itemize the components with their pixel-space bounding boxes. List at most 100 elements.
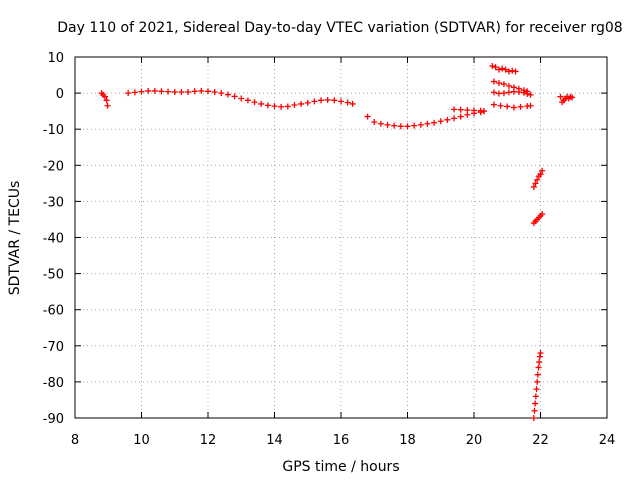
x-tick-label: 12 <box>200 433 217 448</box>
data-point <box>411 122 418 129</box>
y-tick-label: 10 <box>47 51 64 66</box>
data-point <box>527 102 534 109</box>
data-point <box>515 89 522 96</box>
data-point <box>231 93 238 100</box>
y-axis-label: SDTVAR / TECUs <box>7 181 23 296</box>
data-point <box>532 400 539 407</box>
data-point <box>464 107 471 114</box>
x-axis-ticks: 8 10 12 14 16 18 20 22 24 <box>71 57 615 448</box>
y-tick-label: -80 <box>43 376 64 391</box>
series-arc-4 <box>364 108 487 130</box>
data-point <box>527 91 534 98</box>
series-arc-10 <box>530 167 546 190</box>
data-point <box>520 89 527 96</box>
series-arc-11 <box>530 211 546 227</box>
data-point <box>534 371 541 378</box>
x-tick-label: 20 <box>466 433 483 448</box>
y-tick-label: -10 <box>43 123 64 138</box>
data-point <box>510 104 517 111</box>
data-point <box>244 97 251 104</box>
data-point <box>504 103 511 110</box>
y-tick-label: -30 <box>43 195 64 210</box>
data-point <box>532 180 539 187</box>
data-point <box>451 115 458 122</box>
data-point <box>338 98 344 105</box>
data-point <box>534 378 541 385</box>
data-point <box>318 97 325 104</box>
y-tick-label: -40 <box>43 232 64 247</box>
data-point <box>211 89 218 96</box>
grid-lines <box>75 57 607 418</box>
data-point <box>205 88 211 95</box>
y-tick-label: -50 <box>43 268 64 283</box>
x-tick-label: 18 <box>399 433 416 448</box>
data-point <box>331 97 338 104</box>
data-point <box>284 103 291 110</box>
data-point <box>444 116 451 123</box>
data-point <box>500 81 507 88</box>
x-tick-label: 24 <box>599 433 616 448</box>
series-arc-8 <box>490 88 534 98</box>
y-axis-ticks: 10 0 -10 -20 -30 -40 -50 -60 -70 -80 -90 <box>43 51 607 427</box>
data-point <box>490 101 497 108</box>
data-point <box>512 68 519 75</box>
data-point <box>537 171 544 178</box>
data-point <box>371 118 378 125</box>
y-tick-label: -70 <box>43 340 64 355</box>
data-point <box>171 89 178 96</box>
data-point <box>191 88 198 95</box>
data-point <box>471 107 477 114</box>
data-point <box>530 415 537 421</box>
series-arc-2 <box>125 87 238 100</box>
data-point <box>531 407 538 414</box>
data-point <box>291 102 298 109</box>
data-point <box>489 63 496 70</box>
data-point <box>304 99 311 106</box>
data-points <box>98 63 576 421</box>
data-point <box>224 91 231 98</box>
data-point <box>524 90 531 97</box>
data-point <box>131 89 138 96</box>
data-point <box>391 122 398 129</box>
data-point <box>404 123 411 130</box>
x-tick-label: 16 <box>333 433 350 448</box>
x-tick-label: 10 <box>133 433 150 448</box>
data-point <box>536 353 543 360</box>
data-point <box>457 106 464 113</box>
data-point <box>138 88 145 95</box>
data-point <box>151 87 158 94</box>
data-point <box>198 87 205 94</box>
data-point <box>165 88 172 95</box>
data-point <box>377 120 384 127</box>
series-arc-13 <box>557 93 576 106</box>
data-point <box>397 123 404 130</box>
data-point <box>495 79 502 86</box>
data-point <box>125 90 132 97</box>
data-point <box>238 95 245 102</box>
series-arc-1 <box>98 90 111 109</box>
data-point <box>480 108 487 115</box>
series-arc-12 <box>530 350 544 421</box>
data-point <box>364 113 371 120</box>
data-point <box>536 359 543 366</box>
chart-title: Day 110 of 2021, Sidereal Day-to-day VTE… <box>57 20 622 36</box>
data-point <box>569 94 576 101</box>
data-point <box>311 98 318 105</box>
data-point <box>344 99 351 106</box>
y-tick-label: -90 <box>43 412 64 427</box>
data-point <box>533 386 540 393</box>
data-point <box>517 103 524 110</box>
data-point <box>532 393 539 400</box>
data-point <box>490 78 497 85</box>
data-point <box>103 97 110 104</box>
data-point <box>431 119 438 126</box>
data-point <box>505 68 512 75</box>
x-axis-label: GPS time / hours <box>282 459 399 475</box>
data-point <box>557 93 564 100</box>
y-tick-label: -60 <box>43 304 64 319</box>
x-tick-label: 22 <box>532 433 549 448</box>
data-point <box>500 90 507 97</box>
data-point <box>298 100 305 107</box>
data-point <box>537 350 544 357</box>
